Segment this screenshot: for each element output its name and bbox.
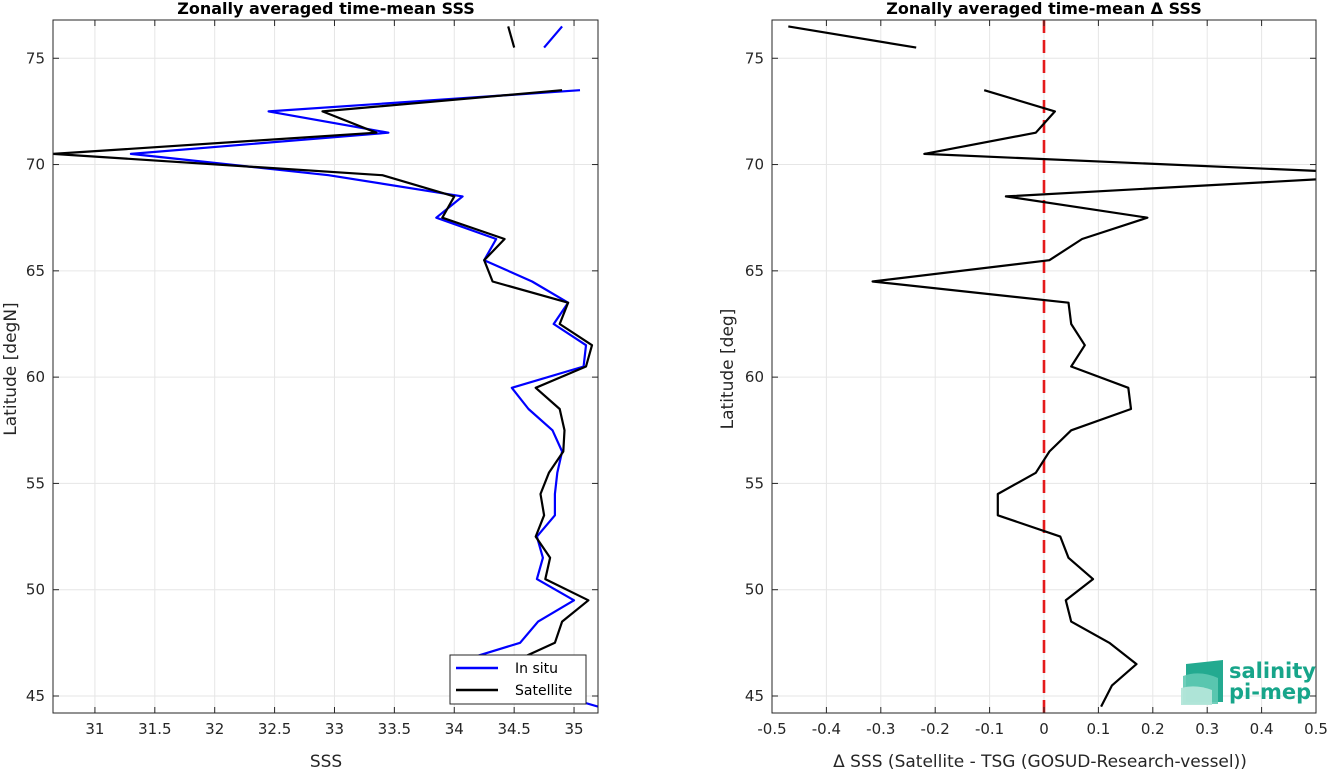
salinity-pi-mep-logo: salinity pi-mep [1181, 659, 1316, 705]
sss-panel: Zonally averaged time-mean SSS 31 31.5 32 3… [1, 0, 599, 769]
legend-label-satellite: Satellite [515, 683, 572, 699]
sss-xtick-label-33p5: 33.5 [378, 720, 411, 738]
delta-sss-xtick-label-0: 0 [1039, 720, 1049, 738]
logo-text-pi-mep: pi-mep [1229, 680, 1311, 704]
sss-ytick-label-55: 55 [26, 474, 45, 492]
logo-mark-icon [1181, 660, 1223, 705]
sss-ytick-label-60: 60 [26, 368, 45, 386]
sss-xtick-label-34: 34 [445, 720, 464, 738]
delta-sss-xtick-label-0p3: 0.3 [1195, 720, 1219, 738]
delta-sss-ytick-label-65: 65 [745, 262, 764, 280]
sss-xtick-label-32: 32 [205, 720, 224, 738]
delta-sss-ytick-label-55: 55 [745, 474, 764, 492]
sss-ytick-label-45: 45 [26, 687, 45, 705]
sss-ytick-label-50: 50 [26, 581, 45, 599]
delta-sss-xtick-label-m0p2: -0.2 [921, 720, 950, 738]
sss-panel-title: Zonally averaged time-mean SSS [177, 0, 475, 18]
logo-text-salinity: salinity [1229, 659, 1316, 683]
delta-sss-ytick-label-70: 70 [745, 156, 764, 174]
delta-sss-ytick-label-50: 50 [745, 581, 764, 599]
sss-panel-xlabel: SSS [310, 752, 342, 769]
sss-ytick-label-65: 65 [26, 262, 45, 280]
legend-box [449, 654, 587, 705]
sss-line-in-situ-seg-0 [543, 25, 563, 49]
delta-sss-ytick-label-60: 60 [745, 368, 764, 386]
sss-line-satellite-seg-1 [53, 89, 594, 666]
sss-panel-lines [53, 25, 598, 708]
delta-sss-xtick-label-m0p5: -0.5 [757, 720, 786, 738]
delta-sss-xtick-label-m0p4: -0.4 [812, 720, 841, 738]
sss-line-satellite-seg-0 [507, 26, 516, 48]
sss-panel-ticks: 31 31.5 32 32.5 33 33.5 34 34.5 35 45 50 55 60 65 70 75 [26, 20, 598, 738]
sss-xtick-label-33: 33 [325, 720, 344, 738]
sss-panel-ylabel: Latitude [degN] [1, 302, 21, 435]
sss-ytick-label-75: 75 [26, 49, 45, 67]
sss-xtick-label-32p5: 32.5 [258, 720, 291, 738]
delta-sss-panel: Zonally averaged time-mean Δ SSS -0.5 -0.… [718, 0, 1328, 769]
legend-label-in-situ: In situ [515, 661, 558, 677]
delta-sss-xtick-label-m0p1: -0.1 [975, 720, 1004, 738]
delta-sss-xtick-label-0p2: 0.2 [1141, 720, 1165, 738]
sss-line-in-situ-seg-1 [129, 89, 598, 708]
sss-xtick-label-31: 31 [85, 720, 104, 738]
sss-xtick-label-34p5: 34.5 [497, 720, 530, 738]
sss-panel-frame [52, 19, 599, 714]
delta-sss-panel-ticks: -0.5 -0.4 -0.3 -0.2 -0.1 0 0.1 0.2 0.3 0.4 0.5 45 50… [745, 20, 1328, 738]
delta-sss-xtick-label-m0p3: -0.3 [866, 720, 895, 738]
delta-sss-line-delta-seg-2 [871, 178, 1316, 708]
sss-panel-grid [53, 20, 598, 713]
delta-sss-ytick-label-75: 75 [745, 49, 764, 67]
delta-sss-xtick-label-0p4: 0.4 [1250, 720, 1274, 738]
delta-sss-xtick-label-0p1: 0.1 [1086, 720, 1110, 738]
delta-sss-ytick-label-45: 45 [745, 687, 764, 705]
legend: In situ Satellite [449, 654, 587, 705]
delta-sss-panel-title: Zonally averaged time-mean Δ SSS [886, 0, 1202, 18]
sss-xtick-label-31p5: 31.5 [138, 720, 171, 738]
delta-sss-panel-xlabel: Δ SSS (Satellite - TSG (GOSUD-Research-v… [833, 752, 1247, 769]
delta-sss-line-delta-seg-0 [788, 25, 917, 49]
delta-sss-panel-lines [788, 25, 1316, 708]
delta-sss-xtick-label-0p5: 0.5 [1304, 720, 1328, 738]
delta-sss-panel-ylabel: Latitude [deg] [718, 309, 738, 430]
sss-xtick-label-35: 35 [564, 720, 583, 738]
delta-sss-line-delta-seg-1 [923, 89, 1316, 172]
sss-ytick-label-70: 70 [26, 156, 45, 174]
